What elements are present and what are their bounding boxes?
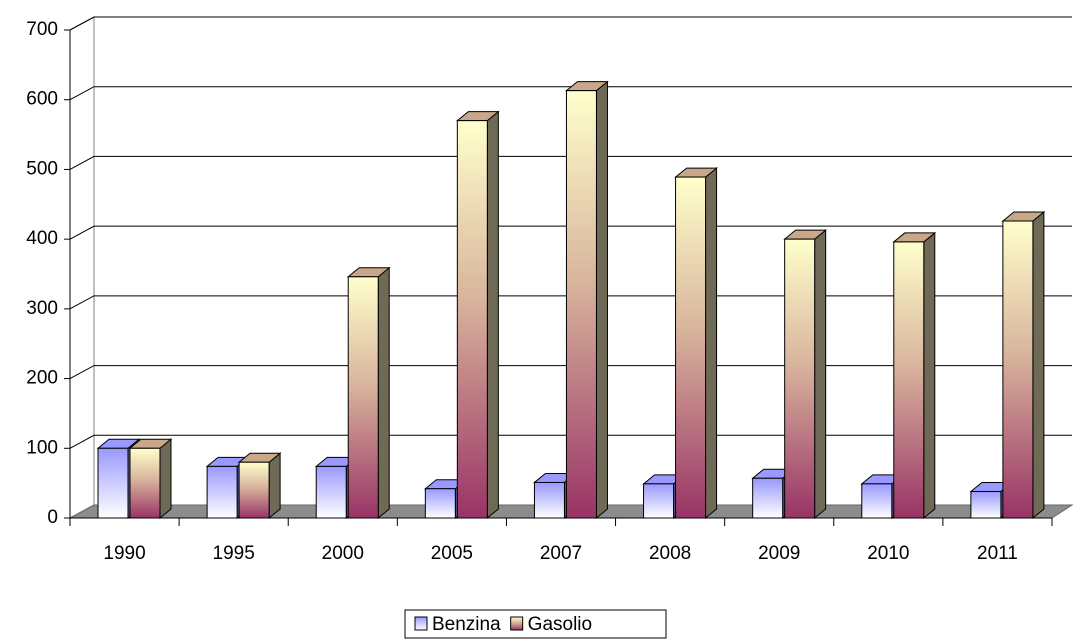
x-tick-label: 2007	[540, 543, 582, 564]
y-tick-label: 400	[26, 228, 58, 249]
grid-line	[69, 86, 1072, 101]
y-tick-label: 500	[26, 158, 58, 179]
y-tick-label: 600	[26, 89, 58, 110]
bar	[455, 110, 500, 520]
grid-line	[69, 225, 1072, 240]
x-tick-label: 1990	[103, 543, 145, 564]
bar	[674, 167, 718, 520]
bar	[1001, 210, 1046, 520]
legend-box	[404, 609, 667, 639]
x-tick-label: 2010	[867, 543, 909, 564]
grid-line	[69, 16, 1072, 31]
legend-swatch	[414, 616, 428, 631]
back-wall	[69, 16, 95, 519]
x-tick-label: 1995	[213, 543, 255, 564]
grid-line	[69, 434, 1072, 449]
y-tick-label: 0	[47, 507, 58, 528]
y-tick-label: 300	[26, 298, 58, 319]
y-tick-label: 200	[26, 368, 58, 389]
x-tick-label: 2009	[758, 543, 800, 564]
y-tick-label: 100	[26, 437, 58, 458]
legend-swatch	[510, 616, 524, 631]
grid-line	[69, 365, 1072, 380]
bar	[237, 452, 282, 520]
x-tick-label: 2005	[431, 543, 473, 564]
bar	[346, 266, 391, 520]
grid-line	[69, 155, 1072, 170]
bar	[565, 80, 609, 520]
legend-label: Gasolio	[528, 614, 592, 635]
legend-label: Benzina	[432, 614, 501, 635]
bar	[128, 438, 173, 520]
x-tick-label: 2000	[322, 543, 364, 564]
grid-line	[69, 295, 1072, 310]
x-tick-label: 2008	[649, 543, 691, 564]
y-tick-label: 700	[26, 19, 58, 40]
bar	[892, 231, 937, 520]
x-tick-label: 2011	[977, 543, 1018, 564]
bar	[783, 229, 828, 520]
